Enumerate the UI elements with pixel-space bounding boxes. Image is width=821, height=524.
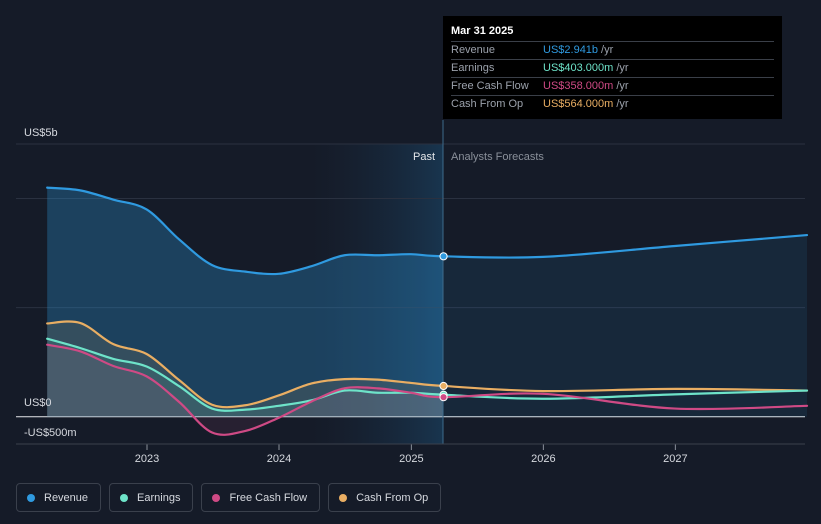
tooltip-row-earnings: Earnings US$403.000m /yr (451, 59, 774, 77)
tooltip-points (439, 252, 448, 402)
series-lines (46, 186, 809, 436)
tooltip-unit: /yr (601, 44, 614, 56)
legend-label: Earnings (137, 491, 181, 504)
tooltip-unit: /yr (616, 80, 629, 92)
y-label-top: US$5b (24, 127, 58, 139)
tooltip-value: US$358.000m (543, 80, 614, 92)
tooltip-label: Earnings (451, 62, 495, 74)
point-cash-from-op (439, 381, 448, 391)
tooltip-label: Revenue (451, 44, 496, 56)
legend: Revenue Earnings Free Cash Flow Cash Fro… (16, 483, 442, 512)
x-tick-label: 2025 (399, 453, 423, 465)
tooltip-value: US$564.000m (543, 98, 614, 110)
tooltip-unit: /yr (616, 62, 629, 74)
forecast-label: Analysts Forecasts (451, 151, 544, 163)
tooltip-value: US$2.941b (543, 44, 599, 56)
x-axis-ticks: 2023 2024 2025 2026 2027 (16, 443, 805, 465)
gridlines (16, 143, 805, 445)
tooltip-date: Mar 31 2025 (451, 25, 514, 37)
legend-item-cash-from-op[interactable]: Cash From Op (328, 483, 442, 512)
legend-item-free-cash-flow[interactable]: Free Cash Flow (201, 483, 321, 512)
x-tick-label: 2024 (267, 453, 291, 465)
legend-label: Free Cash Flow (229, 491, 308, 504)
tooltip-value: US$403.000m (543, 62, 614, 74)
legend-label: Cash From Op (356, 491, 429, 504)
line-revenue (46, 186, 809, 276)
area-free-cash-flow (47, 344, 444, 435)
area-revenue-forecast (47, 187, 808, 417)
line-cash-from-op (46, 320, 809, 409)
legend-label: Revenue (44, 491, 89, 504)
point-revenue (439, 252, 448, 261)
point-free-cash-flow (439, 393, 448, 402)
y-label-zero: US$0 (24, 397, 52, 409)
legend-item-revenue[interactable]: Revenue (16, 483, 102, 512)
series-areas (47, 187, 808, 435)
legend-dot-icon (339, 493, 348, 502)
line-free-cash-flow (46, 343, 809, 436)
legend-dot-icon (120, 493, 129, 502)
area-earnings (47, 338, 444, 417)
tooltip-label: Cash From Op (451, 98, 524, 110)
area-cash-from-op (47, 321, 444, 417)
y-label-bottom: -US$500m (24, 427, 77, 439)
past-label: Past (413, 151, 435, 163)
legend-item-earnings[interactable]: Earnings (109, 483, 194, 512)
legend-dot-icon (27, 493, 35, 502)
tooltip-row-cash-from-op: Cash From Op US$564.000m /yr (451, 95, 774, 113)
tooltip-unit: /yr (616, 98, 629, 110)
tooltip: Mar 31 2025 Revenue US$2.941b /yr Earnin… (443, 16, 782, 119)
x-tick-label: 2023 (135, 453, 159, 465)
x-tick-label: 2026 (531, 453, 555, 465)
x-tick-label: 2027 (663, 453, 687, 465)
area-revenue (47, 187, 444, 417)
legend-dot-icon (212, 493, 221, 502)
tooltip-row-revenue: Revenue US$2.941b /yr (451, 41, 774, 59)
tooltip-label: Free Cash Flow (451, 80, 529, 92)
tooltip-row-free-cash-flow: Free Cash Flow US$358.000m /yr (451, 77, 774, 95)
